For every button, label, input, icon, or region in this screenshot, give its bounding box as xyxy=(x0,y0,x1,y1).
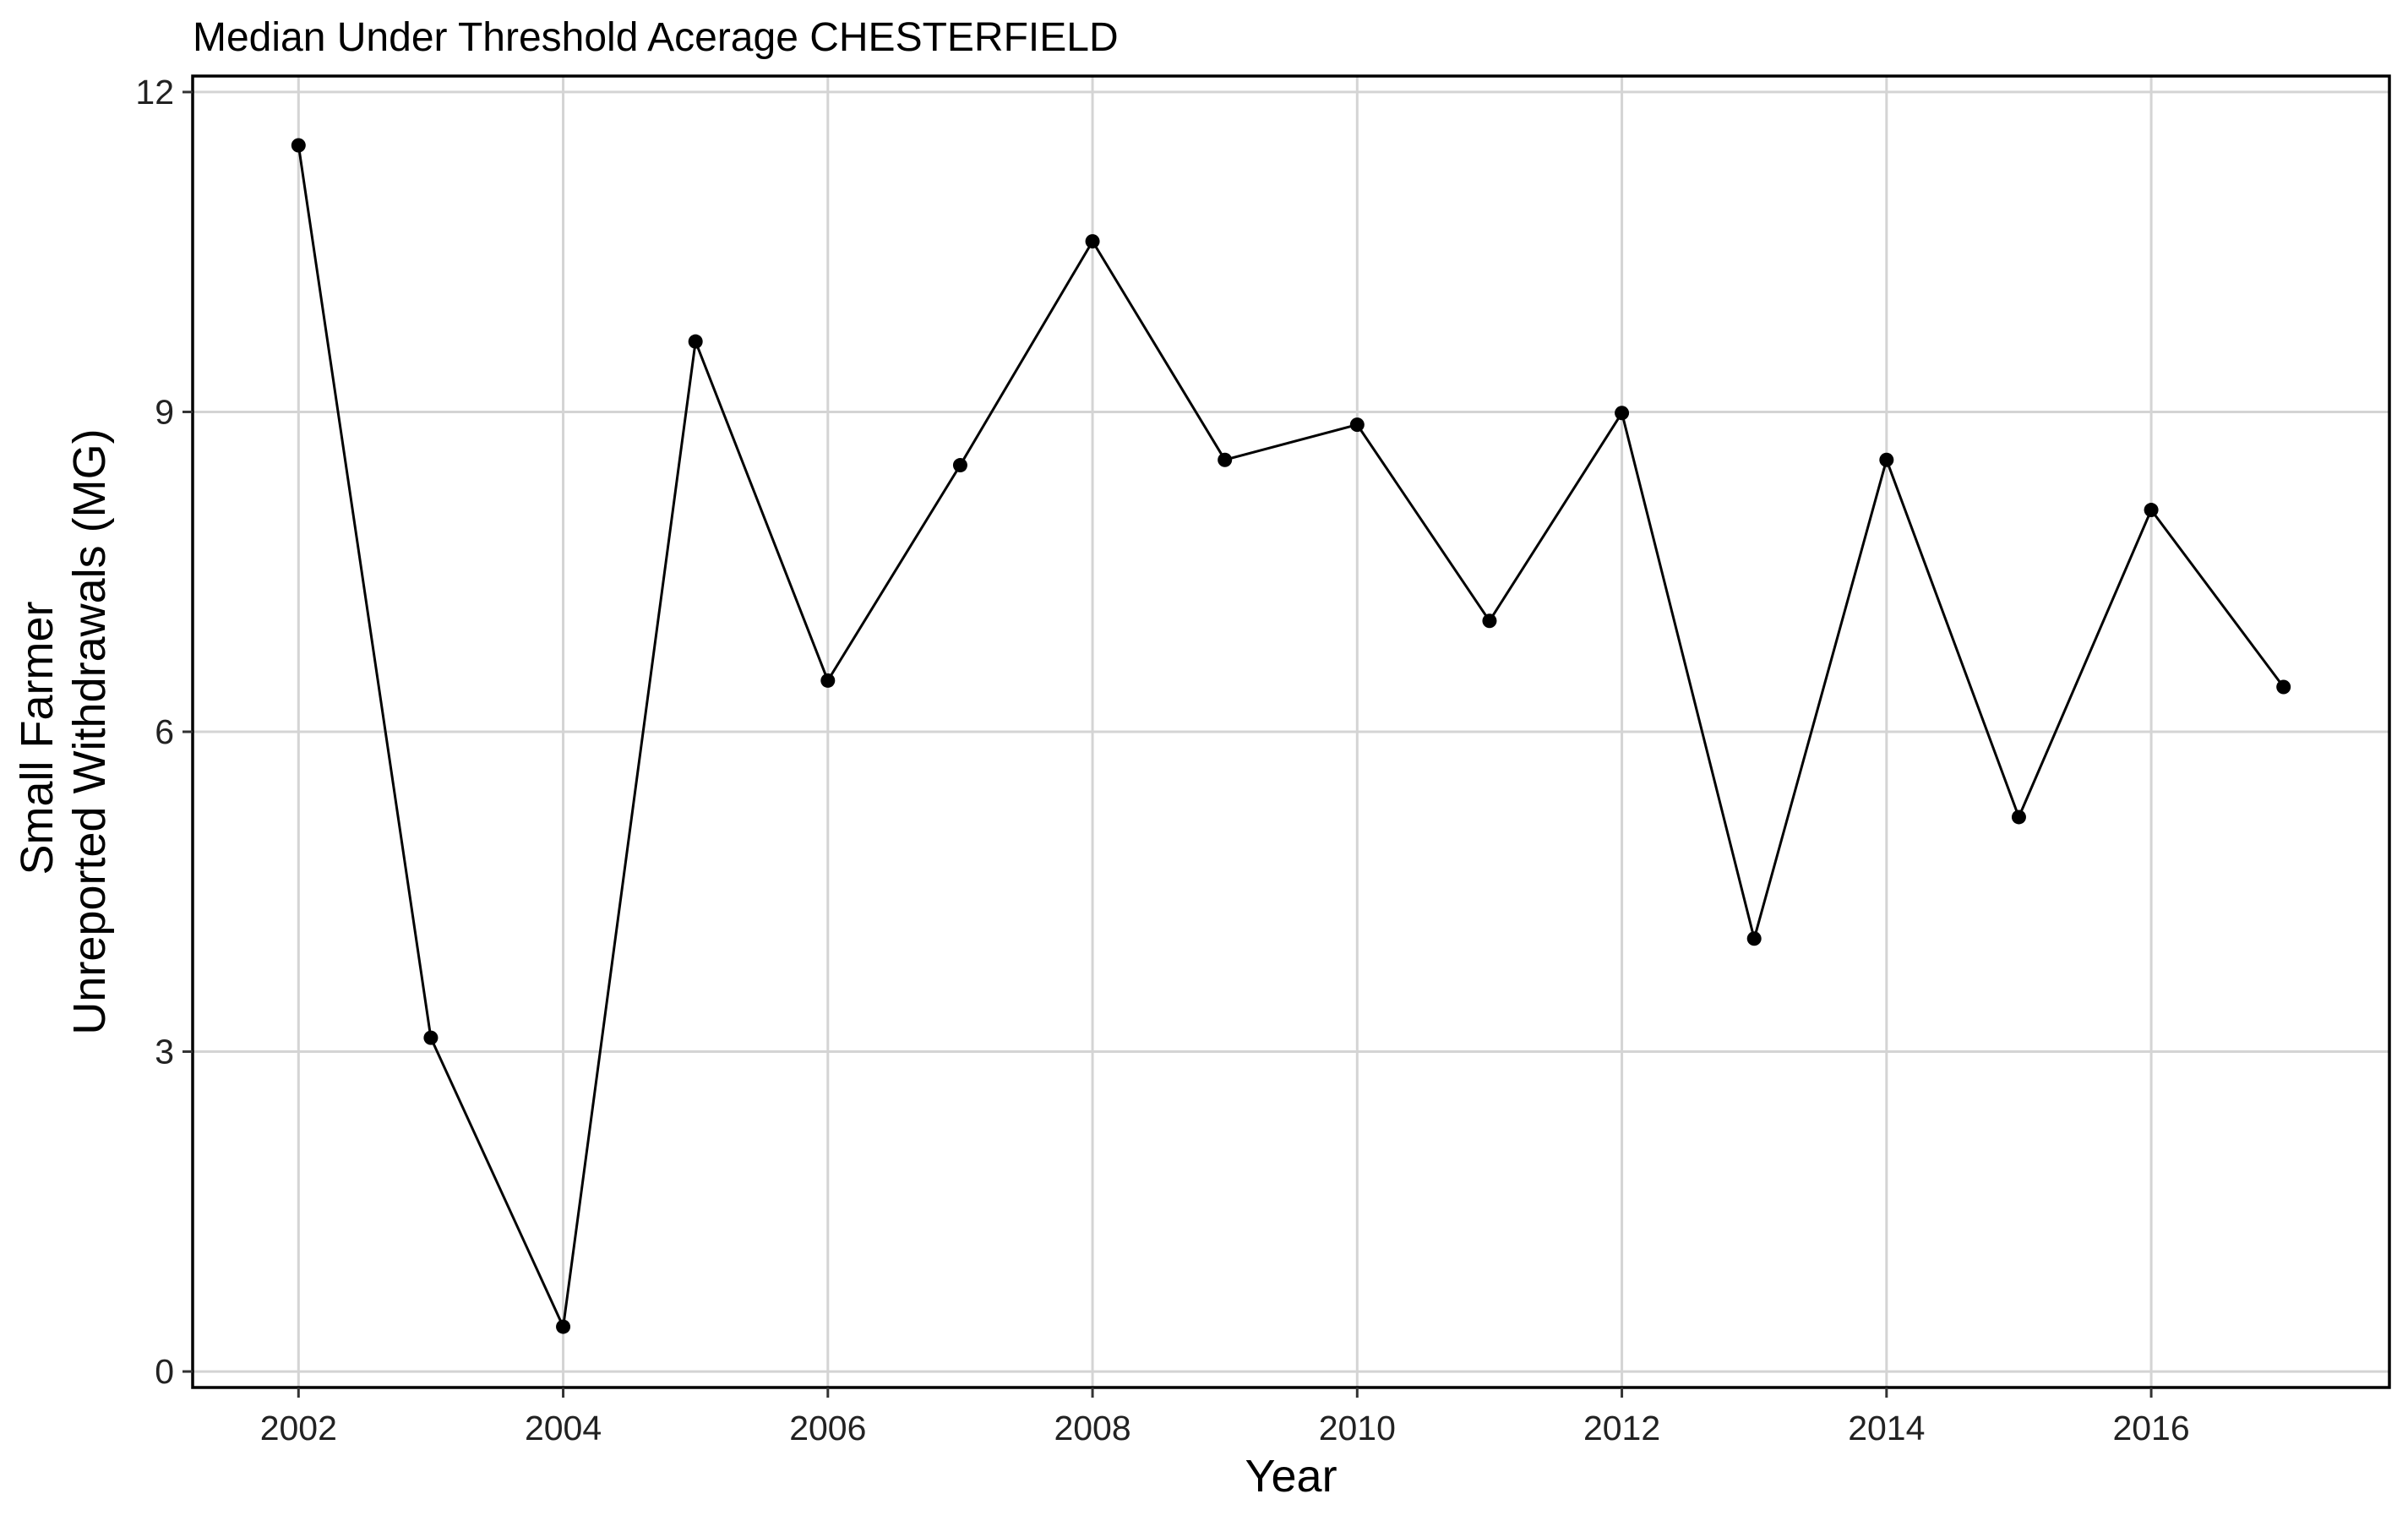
x-axis-title: Year xyxy=(1245,1451,1337,1502)
axis-ticks: 2002 2004 2006 2008 2010 2012 2014 2016 0 3 6 9 12 xyxy=(135,73,2189,1447)
series-group xyxy=(291,138,2291,1334)
x-tick-label: 2004 xyxy=(525,1409,602,1447)
data-point xyxy=(1349,417,1365,433)
data-point xyxy=(820,673,836,688)
gridlines xyxy=(193,76,2389,1387)
data-point xyxy=(952,458,967,473)
data-point xyxy=(2276,679,2291,695)
data-point xyxy=(1482,613,1497,629)
x-tick-label: 2008 xyxy=(1054,1409,1130,1447)
y-tick-label: 0 xyxy=(155,1352,174,1391)
y-tick-label: 6 xyxy=(155,712,174,751)
y-tick-label: 3 xyxy=(155,1033,174,1071)
x-tick-label: 2002 xyxy=(260,1409,337,1447)
data-point xyxy=(1085,234,1100,249)
data-point xyxy=(1746,931,1762,946)
data-point xyxy=(1879,452,1894,467)
y-tick-label: 12 xyxy=(135,73,174,112)
x-tick-label: 2006 xyxy=(789,1409,866,1447)
data-point xyxy=(423,1030,439,1045)
x-tick-label: 2014 xyxy=(1848,1409,1925,1447)
data-point xyxy=(688,334,703,349)
data-point xyxy=(2144,503,2159,518)
y-axis-title-line-1: Small Farmer xyxy=(12,601,63,875)
y-axis-title: Small Farmer Unreported Withdrawals (MG) xyxy=(12,428,115,1034)
y-tick-label: 9 xyxy=(155,392,174,431)
series-line xyxy=(297,144,2285,1328)
chart-title: Median Under Threshold Acerage CHESTERFI… xyxy=(193,15,1119,60)
y-axis-title-line-2: Unreported Withdrawals (MG) xyxy=(64,428,115,1034)
data-point xyxy=(1218,452,1233,467)
data-point xyxy=(556,1319,571,1334)
data-point xyxy=(1615,406,1630,421)
data-point xyxy=(2011,810,2026,825)
data-point xyxy=(291,138,306,153)
x-tick-label: 2010 xyxy=(1319,1409,1396,1447)
x-tick-label: 2012 xyxy=(1583,1409,1660,1447)
x-tick-label: 2016 xyxy=(2112,1409,2189,1447)
